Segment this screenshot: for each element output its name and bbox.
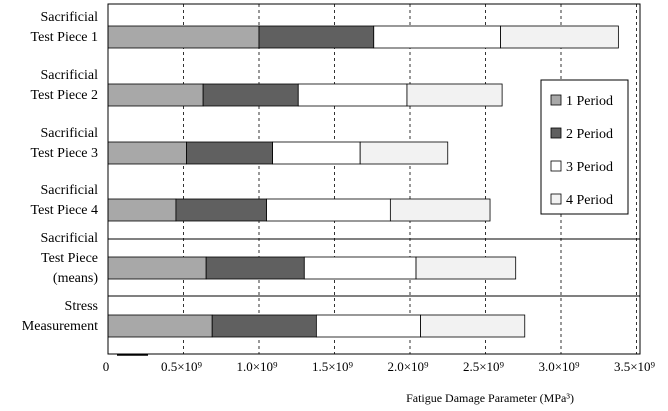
bar-segment-3-row-5 bbox=[303, 256, 417, 280]
x-tick-label: 2.5×10⁹ bbox=[463, 359, 505, 374]
x-tick-labels: 0 0.5×10⁹ 1.0×10⁹ 1.5×10⁹ 2.0×10⁹ 2.5×10⁹ 3.0×… bbox=[103, 359, 656, 374]
bar-segment-3-row-4 bbox=[266, 198, 391, 222]
bar-segment-2-row-6 bbox=[211, 314, 317, 338]
bar-segment-1-row-4 bbox=[107, 198, 177, 222]
bar-segment-3-row-6 bbox=[315, 314, 421, 338]
bar-segment-3-row-2 bbox=[297, 83, 408, 107]
bar-stacks bbox=[107, 25, 619, 338]
bar-segment-2-row-3 bbox=[186, 141, 273, 165]
plot-border bbox=[107, 3, 641, 355]
x-tick-label: 3.5×10⁹ bbox=[614, 359, 656, 374]
x-tick-label: 1.5×10⁹ bbox=[312, 359, 354, 374]
bar-segment-1-row-5 bbox=[107, 256, 207, 280]
category-label: Sacrificial Test Piece (means) bbox=[40, 231, 98, 286]
bar-segment-1-row-3 bbox=[107, 141, 187, 165]
category-labels: Sacrificial Test Piece 1 Sacrificial Test P… bbox=[22, 10, 99, 334]
bar-segment-1-row-1 bbox=[107, 25, 260, 49]
legend-swatch-4 bbox=[550, 193, 562, 205]
x-tick-label: 0.5×10⁹ bbox=[161, 359, 203, 374]
legend: 1 Period 2 Period 3 Period 4 Period bbox=[540, 79, 629, 215]
category-label: Stress Measurement bbox=[22, 299, 98, 334]
bar-segment-4-row-1 bbox=[500, 25, 619, 49]
bar-segment-4-row-5 bbox=[415, 256, 517, 280]
bar-segment-2-row-1 bbox=[258, 25, 375, 49]
bar-segment-2-row-2 bbox=[202, 83, 299, 107]
x-axis-title: Fatigue Damage Parameter (MPa³) bbox=[406, 391, 574, 405]
x-tick-label: 3.0×10⁹ bbox=[538, 359, 580, 374]
legend-swatch-3 bbox=[550, 160, 562, 172]
bar-segment-2-row-4 bbox=[175, 198, 267, 222]
bar-segment-3-row-1 bbox=[373, 25, 502, 49]
legend-swatch-2 bbox=[550, 127, 562, 139]
bar-segment-1-row-2 bbox=[107, 83, 204, 107]
bar-segment-3-row-3 bbox=[272, 141, 361, 165]
category-label: Sacrificial Test Piece 1 bbox=[31, 10, 99, 45]
plot-frame bbox=[107, 3, 641, 356]
category-label: Sacrificial Test Piece 3 bbox=[31, 126, 99, 161]
category-label: Sacrificial Test Piece 4 bbox=[31, 183, 99, 218]
x-tick-label: 2.0×10⁹ bbox=[387, 359, 429, 374]
x-tick-label: 1.0×10⁹ bbox=[236, 359, 278, 374]
bar-segment-4-row-3 bbox=[359, 141, 449, 165]
bar-segment-2-row-5 bbox=[205, 256, 305, 280]
bar-segment-4-row-4 bbox=[389, 198, 491, 222]
bar-segment-4-row-2 bbox=[406, 83, 503, 107]
legend-label-3: 3 Period bbox=[566, 160, 613, 175]
category-label: Sacrificial Test Piece 2 bbox=[31, 68, 99, 103]
legend-swatch-1 bbox=[550, 94, 562, 106]
x-tick-label: 0 bbox=[103, 359, 110, 374]
legend-label-2: 2 Period bbox=[566, 127, 613, 142]
bar-segment-4-row-6 bbox=[420, 314, 526, 338]
bar-segment-1-row-6 bbox=[107, 314, 213, 338]
legend-label-4: 4 Period bbox=[566, 193, 613, 208]
legend-label-1: 1 Period bbox=[566, 94, 613, 109]
